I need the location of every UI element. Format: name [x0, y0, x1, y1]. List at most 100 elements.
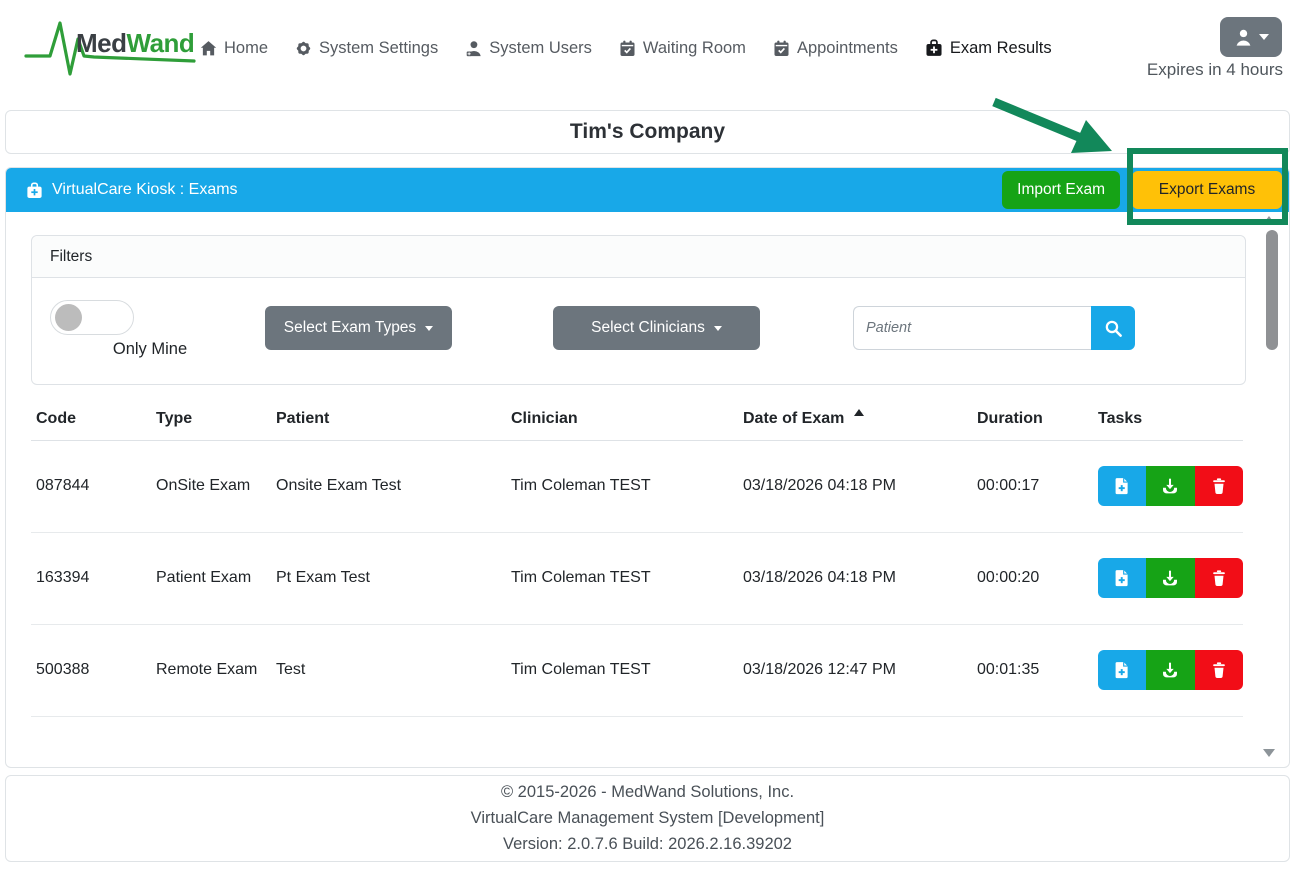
download-button[interactable]	[1146, 466, 1195, 506]
panel-title: VirtualCare Kiosk : Exams	[26, 168, 238, 212]
person-icon	[1236, 29, 1250, 46]
select-clinicians-dropdown[interactable]: Select Clinicians	[553, 306, 760, 350]
scrollbar-up-arrow[interactable]	[1263, 216, 1275, 224]
scrollbar-thumb[interactable]	[1266, 230, 1278, 350]
nav-item-system-settings[interactable]: System Settings	[295, 39, 438, 58]
cell-clinician: Tim Coleman TEST	[506, 624, 738, 717]
nav-item-appointments[interactable]: Appointments	[773, 39, 898, 58]
panel-body: Filters Only Mine Select Exam Types Sele…	[6, 212, 1289, 767]
calendar-check-icon	[620, 40, 635, 56]
cell-type: Remote Exam	[151, 624, 271, 717]
search-icon	[1105, 320, 1122, 337]
column-header-duration[interactable]: Duration	[972, 398, 1093, 441]
cell-date: 03/18/2026 04:18 PM	[738, 440, 972, 533]
trash-icon	[1212, 662, 1225, 678]
dropdown-label: Select Clinicians	[591, 319, 705, 336]
scrollbar-down-arrow[interactable]	[1263, 749, 1275, 757]
filters-header: Filters	[32, 236, 1245, 278]
column-header-code[interactable]: Code	[31, 398, 151, 441]
person-icon	[466, 40, 481, 56]
cell-code: 087844	[31, 440, 151, 533]
chevron-down-icon	[713, 325, 722, 331]
download-button[interactable]	[1146, 558, 1195, 598]
file-plus-icon	[1115, 478, 1128, 495]
column-header-clinician[interactable]: Clinician	[506, 398, 738, 441]
logo-text: MedWand	[76, 28, 195, 58]
ekg-line-icon	[24, 21, 196, 76]
footer-version: Version: 2.0.7.6 Build: 2026.2.16.39202	[503, 835, 792, 853]
file-plus-icon	[1115, 662, 1128, 679]
cell-tasks	[1093, 532, 1243, 625]
nav-label: Waiting Room	[642, 38, 746, 57]
table-row: 087844 OnSite Exam Onsite Exam Test Tim …	[31, 440, 1243, 533]
table-header-row: Code Type Patient Clinician Date of Exam…	[31, 398, 1243, 441]
table-row: 163394 Patient Exam Pt Exam Test Tim Col…	[31, 532, 1243, 625]
task-button-group	[1098, 650, 1243, 690]
task-button-group	[1098, 466, 1243, 506]
column-header-type[interactable]: Type	[151, 398, 271, 441]
export-exams-button[interactable]: Export Exams	[1132, 171, 1282, 209]
column-header-patient[interactable]: Patient	[271, 398, 506, 441]
nav-label: System Settings	[319, 38, 439, 57]
chevron-down-icon	[425, 325, 434, 331]
column-label: Date of Exam	[743, 410, 845, 428]
cell-type: Patient Exam	[151, 532, 271, 625]
cell-patient: Onsite Exam Test	[271, 440, 506, 533]
view-report-button[interactable]	[1098, 650, 1147, 690]
cell-date: 03/18/2026 04:18 PM	[738, 532, 972, 625]
only-mine-toggle[interactable]	[50, 300, 134, 335]
table-row: 500388 Remote Exam Test Tim Coleman TEST…	[31, 624, 1243, 717]
delete-button[interactable]	[1194, 466, 1243, 506]
cell-code: 500388	[31, 624, 151, 717]
chevron-down-icon	[1258, 34, 1269, 40]
user-menu-button[interactable]	[1220, 17, 1282, 57]
panel-title-text: VirtualCare Kiosk : Exams	[52, 181, 238, 198]
nav-label: System Users	[489, 38, 592, 57]
footer-product: VirtualCare Management System [Developme…	[470, 809, 825, 827]
footer: © 2015-2026 - MedWand Solutions, Inc. Vi…	[5, 775, 1290, 862]
nav-item-home[interactable]: Home	[200, 39, 268, 58]
medwand-logo[interactable]: MedWand	[24, 16, 202, 80]
filters-body: Only Mine Select Exam Types Select Clini…	[32, 278, 1245, 384]
view-report-button[interactable]	[1098, 558, 1147, 598]
toggle-knob	[55, 304, 82, 331]
panel-header: VirtualCare Kiosk : Exams Import Exam Ex…	[6, 168, 1289, 212]
column-header-date-of-exam[interactable]: Date of Exam	[738, 398, 972, 441]
cell-clinician: Tim Coleman TEST	[506, 440, 738, 533]
cell-duration: 00:00:17	[972, 440, 1093, 533]
nav-item-system-users[interactable]: System Users	[465, 39, 592, 58]
select-exam-types-dropdown[interactable]: Select Exam Types	[265, 306, 452, 350]
view-report-button[interactable]	[1098, 466, 1147, 506]
exams-panel: VirtualCare Kiosk : Exams Import Exam Ex…	[5, 167, 1290, 768]
delete-button[interactable]	[1194, 558, 1243, 598]
medical-bag-icon	[926, 39, 942, 56]
patient-search-group	[853, 306, 1135, 350]
cell-date: 03/18/2026 12:47 PM	[738, 624, 972, 717]
home-icon	[200, 40, 217, 55]
import-exam-button[interactable]: Import Exam	[1002, 171, 1120, 209]
footer-copyright: © 2015-2026 - MedWand Solutions, Inc.	[500, 783, 795, 801]
nav-item-exam-results[interactable]: Exam Results	[925, 39, 1052, 58]
nav-label: Exam Results	[949, 38, 1052, 57]
session-expiry: Expires in 4 hours	[1146, 60, 1283, 79]
nav-label: Home	[224, 38, 269, 57]
delete-button[interactable]	[1194, 650, 1243, 690]
download-button[interactable]	[1146, 650, 1195, 690]
company-card: Tim's Company	[5, 110, 1290, 154]
column-header-tasks: Tasks	[1093, 398, 1243, 441]
nav-item-waiting-room[interactable]: Waiting Room	[619, 39, 746, 58]
search-button[interactable]	[1091, 306, 1135, 350]
cell-duration: 00:00:20	[972, 532, 1093, 625]
cell-patient: Pt Exam Test	[271, 532, 506, 625]
nav-label: Appointments	[796, 38, 898, 57]
cell-type: OnSite Exam	[151, 440, 271, 533]
sort-ascending-icon	[854, 409, 865, 417]
task-button-group	[1098, 558, 1243, 598]
cell-clinician: Tim Coleman TEST	[506, 532, 738, 625]
exams-table: Code Type Patient Clinician Date of Exam…	[31, 398, 1243, 717]
page-title: Tim's Company	[569, 120, 726, 143]
download-icon	[1163, 570, 1178, 586]
calendar-check-icon	[774, 40, 789, 56]
trash-icon	[1212, 478, 1225, 494]
patient-search-input[interactable]	[853, 306, 1091, 350]
